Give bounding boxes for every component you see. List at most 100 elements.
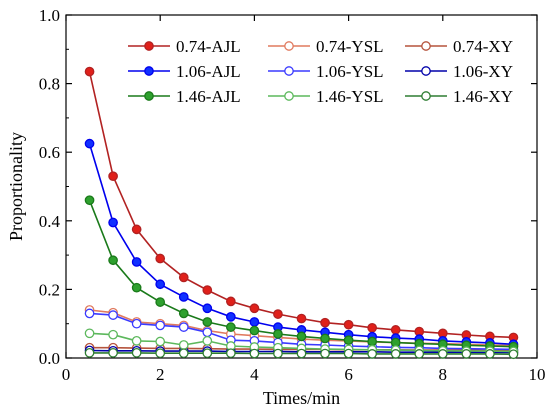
- data-point: [414, 349, 425, 359]
- data-point: [178, 348, 189, 359]
- y-tick-label: 0.6: [39, 143, 60, 162]
- data-point: [249, 348, 260, 359]
- data-point: [84, 66, 95, 77]
- x-tick-label: 2: [156, 365, 165, 384]
- legend-label: 1.06-YSL: [316, 62, 384, 81]
- data-point: [437, 349, 448, 359]
- legend-marker: [421, 66, 431, 76]
- data-point: [178, 292, 189, 302]
- data-point: [155, 297, 166, 307]
- data-point: [202, 303, 213, 314]
- x-tick-label: 4: [250, 365, 259, 384]
- data-point: [390, 325, 401, 335]
- data-point: [390, 349, 401, 359]
- legend-marker: [284, 91, 294, 101]
- data-point: [226, 322, 236, 332]
- data-point: [131, 224, 142, 235]
- plot-area: 0 2 4 6 8 10 0.0 0.2 0.4 0.6 0.8 1.0: [39, 6, 546, 384]
- data-point: [226, 311, 236, 322]
- data-point: [296, 348, 307, 359]
- legend-label: 0.74-AJL: [176, 37, 241, 56]
- data-point: [273, 309, 283, 319]
- data-point: [296, 331, 307, 342]
- data-point: [202, 335, 213, 346]
- data-point: [84, 308, 95, 319]
- legend-marker: [144, 41, 154, 51]
- data-point: [273, 329, 283, 339]
- legend-marker: [284, 66, 294, 76]
- legend-label: 1.46-XY: [453, 87, 513, 106]
- data-point: [485, 349, 495, 359]
- data-point: [226, 348, 236, 359]
- data-point: [202, 285, 213, 295]
- data-point: [249, 317, 260, 327]
- data-point: [320, 333, 330, 344]
- data-point: [108, 348, 118, 358]
- data-point: [202, 348, 213, 359]
- data-point: [84, 195, 95, 206]
- data-point: [84, 328, 95, 339]
- legend-marker: [144, 91, 154, 101]
- data-point: [84, 138, 95, 149]
- x-tick-label: 10: [529, 365, 546, 384]
- data-point: [343, 319, 354, 330]
- data-point: [178, 322, 189, 332]
- legend-marker: [421, 91, 431, 101]
- y-axis-label: Proportionality: [6, 132, 26, 241]
- y-tick-label: 0.4: [39, 212, 61, 231]
- data-point: [202, 327, 213, 338]
- x-tick-label: 6: [344, 365, 353, 384]
- data-point: [108, 310, 118, 320]
- data-point: [108, 217, 118, 228]
- data-point: [273, 348, 283, 359]
- data-point: [131, 318, 142, 329]
- legend-label: 1.46-AJL: [176, 87, 241, 106]
- x-tick-label: 0: [62, 365, 71, 384]
- legend-label: 0.74-YSL: [316, 37, 384, 56]
- data-point: [461, 349, 472, 359]
- data-point: [178, 308, 189, 319]
- y-tick-label: 0.2: [39, 280, 60, 299]
- legend-label: 1.46-YSL: [316, 87, 384, 106]
- legend: 0.74-AJL 0.74-YSL 0.74-XY 1.06-AJL 1.06-YSL 1…: [128, 37, 513, 106]
- legend-marker: [421, 41, 431, 51]
- data-point: [108, 171, 118, 182]
- data-point: [131, 257, 142, 267]
- y-tick-label: 0.0: [39, 349, 60, 368]
- data-point: [249, 325, 260, 336]
- legend-label: 1.06-AJL: [176, 62, 241, 81]
- data-point: [131, 335, 142, 346]
- data-point: [367, 336, 377, 347]
- data-point: [155, 279, 166, 290]
- data-point: [155, 336, 166, 347]
- data-point: [131, 282, 142, 293]
- data-point: [155, 320, 166, 331]
- data-point: [108, 329, 118, 340]
- legend-marker: [144, 66, 154, 76]
- data-point: [367, 322, 377, 333]
- data-point: [343, 348, 354, 359]
- y-tick-label: 0.8: [39, 75, 60, 94]
- data-point: [508, 349, 519, 360]
- data-point: [155, 348, 166, 359]
- x-tick-label: 8: [439, 365, 448, 384]
- data-point: [178, 340, 189, 350]
- data-point: [108, 255, 118, 266]
- data-point: [320, 348, 330, 359]
- data-point: [155, 253, 166, 264]
- x-axis-label: Times/min: [263, 388, 340, 408]
- data-point: [249, 303, 260, 314]
- legend-label: 1.06-XY: [453, 62, 513, 81]
- data-point: [367, 349, 377, 359]
- data-point: [320, 317, 330, 328]
- data-point: [178, 272, 189, 283]
- data-point: [296, 313, 307, 324]
- legend-marker: [284, 41, 294, 51]
- y-tick-label: 1.0: [39, 6, 60, 25]
- data-point: [131, 348, 142, 358]
- data-point: [202, 317, 213, 327]
- data-point: [343, 335, 354, 346]
- data-point: [84, 348, 95, 358]
- legend-label: 0.74-XY: [453, 37, 513, 56]
